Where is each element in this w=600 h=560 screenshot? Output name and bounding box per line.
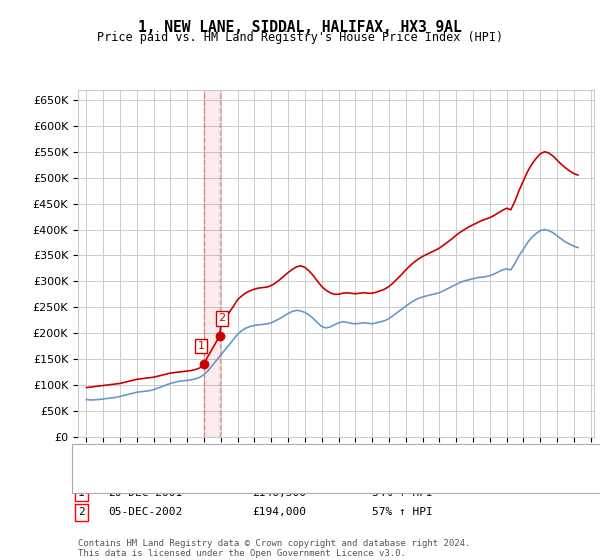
Text: ─────: ───── [93,452,127,463]
Text: 1, NEW LANE, SIDDAL, HALIFAX, HX3 9AL: 1, NEW LANE, SIDDAL, HALIFAX, HX3 9AL [138,20,462,35]
Bar [203,90,220,437]
Text: 57% ↑ HPI: 57% ↑ HPI [372,507,433,517]
Text: 1: 1 [78,488,85,498]
Text: 1, NEW LANE, SIDDAL, HALIFAX, HX3 9AL (detached house): 1, NEW LANE, SIDDAL, HALIFAX, HX3 9AL (d… [135,452,459,463]
Text: 2: 2 [218,313,226,323]
Text: £194,000: £194,000 [252,507,306,517]
Text: 34% ↑ HPI: 34% ↑ HPI [372,488,433,498]
Text: Contains HM Land Registry data © Crown copyright and database right 2024.
This d: Contains HM Land Registry data © Crown c… [78,539,470,558]
Text: 1: 1 [197,341,205,351]
Text: Price paid vs. HM Land Registry's House Price Index (HPI): Price paid vs. HM Land Registry's House … [97,31,503,44]
Text: £140,500: £140,500 [252,488,306,498]
Text: 2: 2 [78,507,85,517]
Text: ─────: ───── [93,469,127,479]
Text: 05-DEC-2002: 05-DEC-2002 [108,507,182,517]
Text: 20-DEC-2001: 20-DEC-2001 [108,488,182,498]
Text: HPI: Average price, detached house, Calderdale: HPI: Average price, detached house, Cald… [135,469,411,479]
